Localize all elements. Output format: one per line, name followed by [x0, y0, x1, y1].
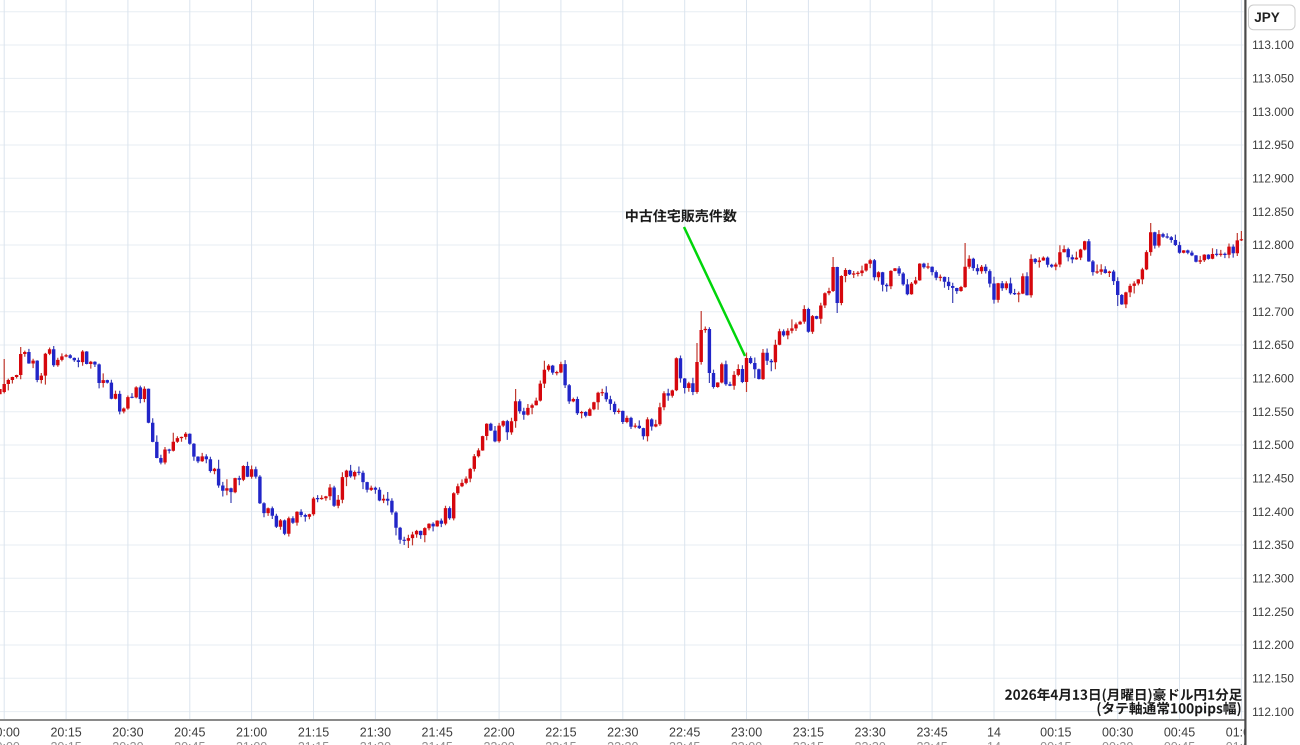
svg-text:112.950: 112.950	[1252, 138, 1294, 152]
svg-text:21:15: 21:15	[298, 726, 329, 740]
svg-text:23:00: 23:00	[731, 740, 762, 745]
svg-text:20:00: 20:00	[0, 740, 20, 745]
svg-text:113.050: 113.050	[1252, 72, 1294, 86]
svg-text:23:45: 23:45	[916, 740, 947, 745]
svg-text:00:15: 00:15	[1040, 740, 1071, 745]
svg-text:23:30: 23:30	[855, 726, 886, 740]
svg-text:23:45: 23:45	[916, 726, 947, 740]
svg-text:21:00: 21:00	[236, 740, 267, 745]
svg-text:112.850: 112.850	[1252, 205, 1294, 219]
svg-text:112.600: 112.600	[1252, 372, 1294, 386]
svg-text:22:00: 22:00	[483, 726, 514, 740]
svg-text:22:15: 22:15	[545, 726, 576, 740]
svg-text:21:45: 21:45	[422, 740, 453, 745]
svg-text:22:45: 22:45	[669, 740, 700, 745]
svg-text:112.300: 112.300	[1252, 572, 1294, 586]
svg-text:21:30: 21:30	[360, 726, 391, 740]
svg-text:112.200: 112.200	[1252, 638, 1294, 652]
svg-text:20:00: 20:00	[0, 726, 20, 740]
svg-text:112.750: 112.750	[1252, 272, 1294, 286]
svg-text:22:15: 22:15	[545, 740, 576, 745]
svg-text:112.250: 112.250	[1252, 605, 1294, 619]
svg-text:JPY: JPY	[1254, 10, 1280, 25]
svg-text:00:45: 00:45	[1164, 740, 1195, 745]
svg-text:00:30: 00:30	[1102, 726, 1133, 740]
svg-text:112.100: 112.100	[1252, 705, 1294, 719]
svg-text:21:15: 21:15	[298, 740, 329, 745]
svg-text:23:15: 23:15	[793, 740, 824, 745]
svg-text:00:30: 00:30	[1102, 740, 1133, 745]
svg-text:112.150: 112.150	[1252, 672, 1294, 686]
svg-text:20:30: 20:30	[112, 740, 143, 745]
svg-text:112.700: 112.700	[1252, 305, 1294, 319]
svg-text:21:45: 21:45	[422, 726, 453, 740]
svg-text:14: 14	[987, 740, 1001, 745]
svg-text:21:30: 21:30	[360, 740, 391, 745]
svg-text:23:00: 23:00	[731, 726, 762, 740]
svg-text:00:45: 00:45	[1164, 726, 1195, 740]
svg-text:14: 14	[987, 726, 1001, 740]
svg-text:112.450: 112.450	[1252, 472, 1294, 486]
svg-text:20:15: 20:15	[50, 726, 81, 740]
svg-text:23:15: 23:15	[793, 726, 824, 740]
svg-text:01:00: 01:00	[1226, 726, 1257, 740]
svg-text:112.350: 112.350	[1252, 538, 1294, 552]
svg-text:22:30: 22:30	[607, 726, 638, 740]
svg-text:23:30: 23:30	[855, 740, 886, 745]
svg-text:112.500: 112.500	[1252, 438, 1294, 452]
svg-text:20:45: 20:45	[174, 740, 205, 745]
svg-text:112.400: 112.400	[1252, 505, 1294, 519]
svg-text:22:45: 22:45	[669, 726, 700, 740]
svg-text:20:45: 20:45	[174, 726, 205, 740]
svg-text:113.100: 113.100	[1252, 38, 1294, 52]
svg-text:22:00: 22:00	[483, 740, 514, 745]
svg-text:112.650: 112.650	[1252, 338, 1294, 352]
svg-text:20:30: 20:30	[112, 726, 143, 740]
svg-text:21:00: 21:00	[236, 726, 267, 740]
svg-text:00:15: 00:15	[1040, 726, 1071, 740]
svg-text:22:30: 22:30	[607, 740, 638, 745]
svg-text:112.550: 112.550	[1252, 405, 1294, 419]
svg-text:113.000: 113.000	[1252, 105, 1294, 119]
svg-text:112.800: 112.800	[1252, 238, 1294, 252]
svg-text:20:15: 20:15	[50, 740, 81, 745]
svg-text:01:00: 01:00	[1226, 740, 1257, 745]
svg-text:112.900: 112.900	[1252, 172, 1294, 186]
